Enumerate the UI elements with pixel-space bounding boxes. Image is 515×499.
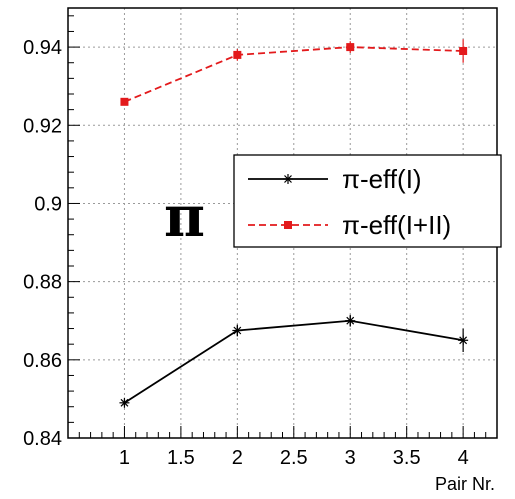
data-point — [120, 97, 129, 106]
axes: 1 1.5 2 2.5 3 3.5 4 0.84 0.86 0.88 0.9 0.92 0.94 — [23, 7, 498, 469]
series-line — [124, 46, 464, 103]
legend-label: π-eff(I) — [342, 164, 422, 194]
series-1 — [119, 314, 469, 408]
x-tick-label: 1 — [119, 447, 130, 469]
data-point — [119, 397, 130, 408]
legend-box — [233, 154, 502, 248]
y-tick-label: 0.94 — [23, 37, 62, 59]
pi-annotation: π — [164, 184, 205, 250]
x-tick-label: 2.5 — [280, 447, 308, 469]
legend: π-eff(I) π-eff(I+II) — [233, 154, 502, 248]
legend-marker — [283, 174, 293, 184]
x-tick-label: 2 — [232, 447, 243, 469]
legend-label: π-eff(I+II) — [342, 210, 451, 240]
legend-entry: π-eff(I+II) — [248, 210, 451, 240]
data-point — [459, 47, 468, 55]
x-tick-label: 4 — [458, 447, 469, 469]
y-tick-label: 0.9 — [34, 193, 62, 215]
y-tick-label: 0.92 — [23, 115, 62, 137]
series-layer — [119, 39, 469, 408]
y-tick-label: 0.86 — [23, 350, 62, 372]
series-2 — [120, 39, 468, 106]
data-point — [232, 325, 243, 336]
legend-entry: π-eff(I) — [248, 164, 422, 194]
data-point — [458, 335, 469, 346]
x-tick-label: 3.5 — [393, 447, 421, 469]
legend-marker — [284, 221, 292, 229]
x-axis-label: Pair Nr. — [435, 474, 495, 494]
x-tick-label: 3 — [345, 447, 356, 469]
data-point — [345, 315, 356, 326]
x-tick-label: 1.5 — [167, 447, 195, 469]
y-tick-label: 0.84 — [23, 428, 62, 450]
series-line — [123, 319, 464, 404]
data-point — [346, 43, 355, 52]
y-tick-label: 0.88 — [23, 272, 62, 294]
data-point — [233, 50, 242, 59]
